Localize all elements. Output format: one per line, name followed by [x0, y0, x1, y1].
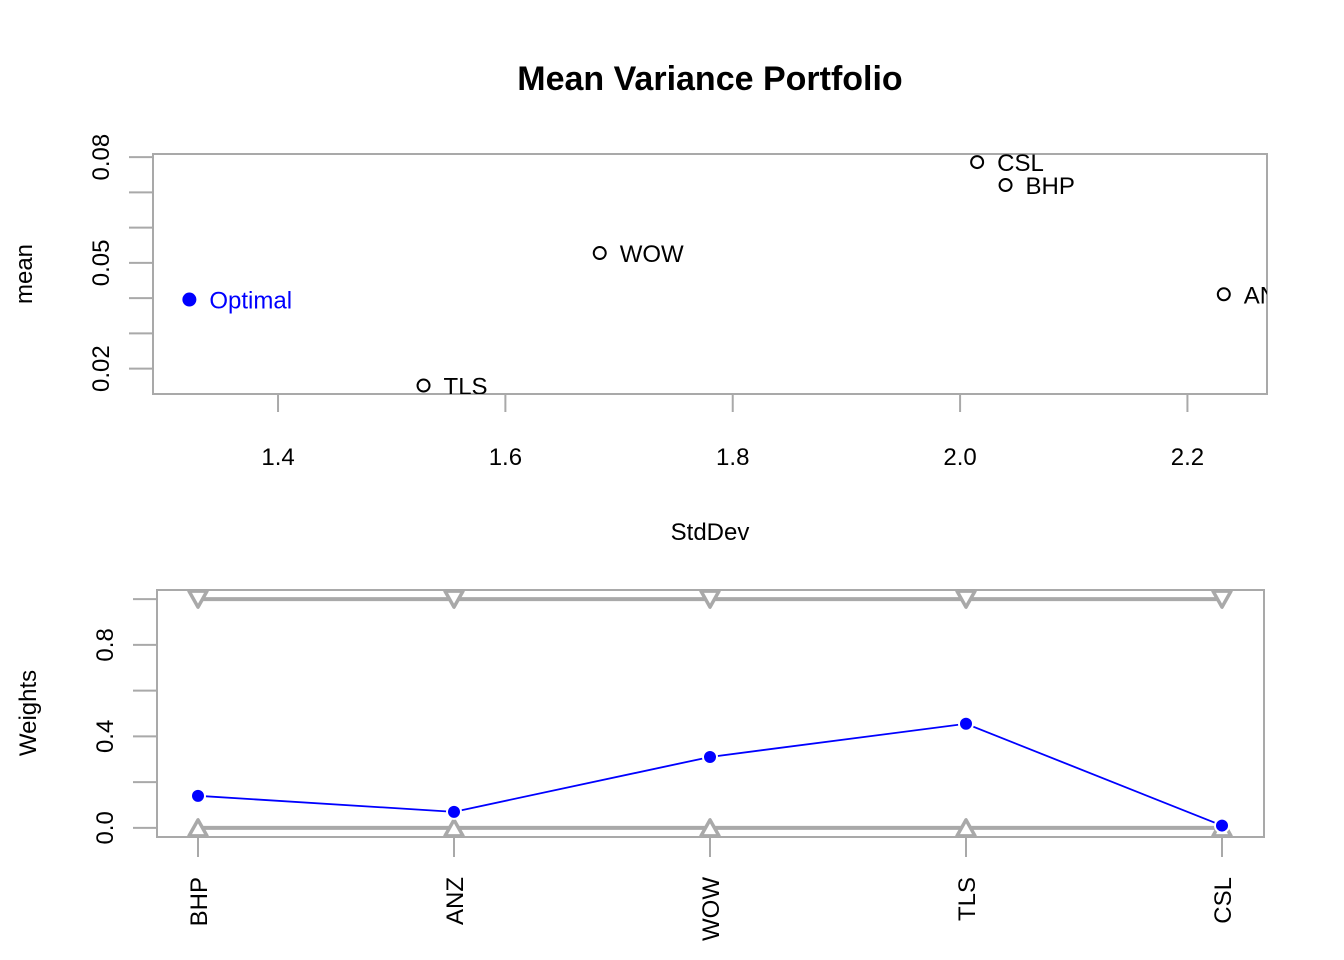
x-tick-label: TLS: [954, 877, 981, 921]
point-anz: [1216, 287, 1231, 302]
weights-line-panel: BHP ANZ WOW TLS CSL 0.0 0.4 0.8 Weights: [15, 589, 1265, 941]
x-tick-label: 1.6: [489, 444, 522, 471]
point-label-wow: WOW: [620, 241, 684, 268]
point-wow: [592, 246, 607, 261]
weight-point-wow: [702, 748, 718, 765]
series-marker-1: [443, 589, 465, 609]
x-tick-label: WOW: [698, 877, 725, 941]
series-marker-1: [699, 589, 721, 609]
y-tick-label: 0.02: [88, 345, 115, 392]
y-axis: 0.02 0.05 0.08: [88, 134, 154, 392]
y-tick-label: 0.0: [92, 811, 119, 844]
y-tick-label: 0.05: [88, 240, 115, 287]
point-label-bhp: BHP: [1026, 173, 1075, 200]
weights-plot-frame: [156, 589, 1265, 838]
x-tick-label: ANZ: [442, 877, 469, 925]
point-label-optimal: Optimal: [209, 288, 292, 315]
chart-title: Mean Variance Portfolio: [517, 60, 902, 98]
scatter-plot-frame: [152, 153, 1268, 395]
x-axis-label: StdDev: [671, 519, 750, 546]
series-marker-1: [187, 589, 209, 609]
y-tick-label: 0.8: [92, 628, 119, 661]
x-tick-label: 2.0: [943, 444, 976, 471]
x-tick-label: 1.4: [261, 444, 294, 471]
series-marker-2: [699, 818, 721, 838]
point-tls: [416, 378, 431, 393]
point-bhp: [998, 178, 1013, 193]
x-tick-label: 1.8: [716, 444, 749, 471]
series-marker-2: [443, 818, 465, 838]
series-marker-2: [955, 818, 977, 838]
series-marker-1: [1211, 589, 1233, 609]
y-axis: 0.0 0.4 0.8: [92, 598, 158, 845]
series-marker-2: [187, 818, 209, 838]
y-tick-label: 0.08: [88, 134, 115, 181]
point-label-tls: TLS: [444, 374, 488, 401]
x-tick-label: BHP: [186, 877, 213, 926]
x-axis: BHP ANZ WOW TLS CSL: [186, 836, 1237, 941]
weight-point-bhp: [190, 787, 206, 804]
y-axis-label: Weights: [15, 670, 42, 756]
point-label-anz: ANZ: [1244, 282, 1292, 309]
mean-variance-scatter-panel: 1.4 1.6 1.8 2.0 2.2 0.02 0.05 0.08 StdDev mean…: [11, 134, 1292, 546]
x-tick-label: CSL: [1210, 877, 1237, 924]
y-tick-label: 0.4: [92, 720, 119, 753]
y-axis-label: mean: [11, 244, 38, 304]
weight-point-tls: [958, 715, 974, 732]
weight-point-csl: [1214, 817, 1230, 834]
weight-point-anz: [446, 803, 462, 820]
x-tick-label: 2.2: [1171, 444, 1204, 471]
point-label-csl: CSL: [997, 150, 1044, 177]
point-optimal: [182, 292, 197, 307]
point-csl: [970, 155, 985, 170]
weights-series: [187, 589, 1233, 838]
series-marker-1: [955, 589, 977, 609]
x-axis: 1.4 1.6 1.8 2.0 2.2: [261, 393, 1204, 471]
series-line-0: [197, 722, 1223, 827]
